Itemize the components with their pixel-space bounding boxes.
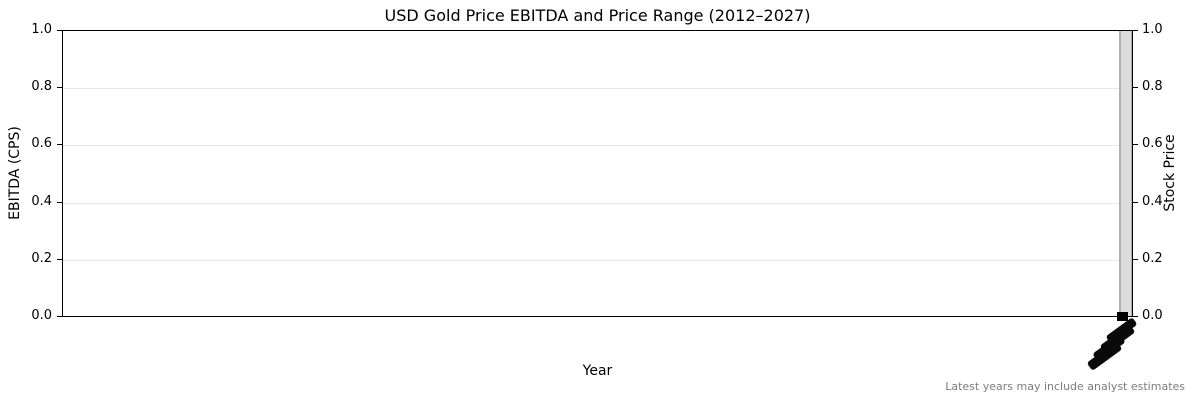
y-right-tick-label: 0.8 <box>1142 79 1163 94</box>
y-left-tick-label: 1.0 <box>31 22 52 37</box>
y-left-tickmark-0.2 <box>57 259 62 260</box>
price-range-bar <box>1119 31 1132 316</box>
y-right-tick-label: 0.6 <box>1142 136 1163 151</box>
y-right-tickmark-1.0 <box>1133 30 1138 31</box>
y-right-tickmark-0.0 <box>1133 316 1138 317</box>
y-left-tick-label: 0.2 <box>31 251 52 266</box>
y-left-tickmark-0.0 <box>57 316 62 317</box>
y-left-tick-label: 0.8 <box>31 79 52 94</box>
y-right-tick-label: 0.2 <box>1142 251 1163 266</box>
y-left-tickmark-0.8 <box>57 87 62 88</box>
y-axis-label-right: Stock Price <box>1162 134 1178 212</box>
gridline-0.8 <box>63 88 1132 89</box>
y-right-tick-label: 0.4 <box>1142 194 1163 209</box>
x-axis-label: Year <box>582 363 613 379</box>
y-axis-label-left: EBITDA (CPS) <box>7 126 23 220</box>
y-left-tick-label: 0.6 <box>31 136 52 151</box>
chart-title: USD Gold Price EBITDA and Price Range (2… <box>384 6 811 25</box>
gridline-0.4 <box>63 203 1132 204</box>
y-right-tickmark-0.4 <box>1133 202 1138 203</box>
close-marker <box>1117 312 1128 321</box>
gridline-0.6 <box>63 145 1132 146</box>
plot-area <box>62 30 1133 321</box>
y-right-tickmark-0.6 <box>1133 144 1138 145</box>
y-right-tick-label: 1.0 <box>1142 22 1163 37</box>
y-right-tickmark-0.8 <box>1133 87 1138 88</box>
gridline-0.2 <box>63 260 1132 261</box>
y-left-tickmark-1.0 <box>57 30 62 31</box>
x-tick-labels-overlapping-blob <box>1086 317 1144 371</box>
y-right-tickmark-0.2 <box>1133 259 1138 260</box>
y-left-tickmark-0.4 <box>57 202 62 203</box>
estimates-footnote: Latest years may include analyst estimat… <box>945 380 1185 393</box>
y-left-tickmark-0.6 <box>57 144 62 145</box>
y-right-tick-label: 0.0 <box>1142 308 1163 323</box>
y-left-tick-label: 0.0 <box>31 308 52 323</box>
y-left-tick-label: 0.4 <box>31 194 52 209</box>
